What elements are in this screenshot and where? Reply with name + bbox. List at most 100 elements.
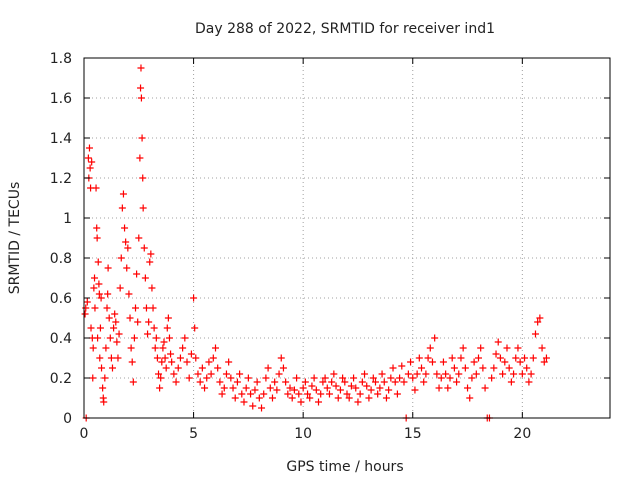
- data-point: [104, 290, 112, 298]
- data-point: [142, 304, 150, 312]
- data-point: [448, 354, 456, 362]
- data-point: [98, 364, 106, 372]
- y-tick-label: 1.8: [50, 51, 72, 67]
- data-point: [380, 378, 388, 386]
- data-point: [409, 374, 417, 382]
- data-point: [345, 394, 353, 402]
- data-point: [468, 374, 476, 382]
- data-point: [439, 358, 447, 366]
- data-point: [290, 386, 298, 394]
- data-point: [279, 364, 287, 372]
- y-axis-ticks: 0 0.2 0.4 0.6 0.8 1 1.2 1.4 1.6 1.8: [50, 51, 610, 427]
- data-point: [236, 370, 244, 378]
- data-point: [205, 358, 213, 366]
- data-point: [479, 364, 487, 372]
- data-point: [132, 304, 140, 312]
- data-point: [194, 370, 202, 378]
- data-point: [271, 378, 279, 386]
- data-point: [260, 390, 268, 398]
- data-point: [247, 390, 255, 398]
- data-point: [220, 384, 228, 392]
- data-point: [415, 354, 423, 362]
- data-point: [398, 362, 406, 370]
- data-point: [472, 370, 480, 378]
- data-point: [387, 374, 395, 382]
- data-point: [446, 374, 454, 382]
- data-point: [116, 284, 124, 292]
- data-point: [461, 364, 469, 372]
- data-point: [117, 254, 125, 262]
- y-tick-label: 1.4: [50, 131, 72, 147]
- data-point: [86, 164, 94, 172]
- data-point: [496, 354, 504, 362]
- data-point: [148, 284, 156, 292]
- y-tick-label: 0.8: [50, 251, 72, 267]
- data-point: [249, 402, 257, 410]
- data-point: [286, 384, 294, 392]
- data-point: [488, 374, 496, 382]
- data-point: [168, 358, 176, 366]
- data-point: [470, 358, 478, 366]
- data-point: [273, 386, 281, 394]
- data-point: [422, 370, 430, 378]
- data-point: [97, 294, 105, 302]
- data-point: [426, 344, 434, 352]
- data-point: [152, 334, 160, 342]
- data-point: [315, 398, 323, 406]
- data-point: [125, 290, 133, 298]
- data-point: [135, 234, 143, 242]
- data-point: [356, 390, 364, 398]
- data-point: [244, 374, 252, 382]
- data-point: [126, 314, 134, 322]
- data-point: [407, 358, 415, 366]
- data-point: [99, 384, 107, 392]
- data-point: [101, 374, 109, 382]
- data-point: [464, 384, 472, 392]
- data-point: [95, 280, 103, 288]
- x-tick-label: 5: [189, 426, 198, 442]
- data-point: [137, 94, 145, 102]
- data-point: [84, 154, 92, 162]
- data-point: [118, 204, 126, 212]
- data-point: [203, 374, 211, 382]
- data-point: [490, 364, 498, 372]
- data-point: [89, 344, 97, 352]
- data-point: [212, 344, 219, 352]
- data-point: [146, 258, 154, 266]
- data-point: [191, 324, 199, 332]
- data-point: [137, 84, 145, 92]
- data-point: [525, 378, 533, 386]
- data-point: [115, 330, 123, 338]
- data-point: [161, 354, 169, 362]
- data-point: [137, 64, 145, 72]
- data-point: [378, 370, 386, 378]
- data-point: [207, 370, 215, 378]
- data-point: [218, 390, 226, 398]
- plot-frame: [83, 57, 611, 419]
- data-point: [89, 374, 97, 382]
- data-point: [542, 354, 550, 362]
- y-tick-label: 1.2: [50, 171, 72, 187]
- data-point: [104, 264, 112, 272]
- data-point: [466, 394, 474, 402]
- data-point: [328, 378, 336, 386]
- data-point: [376, 384, 384, 392]
- data-point: [503, 344, 511, 352]
- data-point: [512, 354, 520, 362]
- data-point: [96, 354, 104, 362]
- data-point: [371, 378, 379, 386]
- data-series: [81, 64, 550, 422]
- data-point: [505, 364, 513, 372]
- data-point: [124, 244, 132, 252]
- data-point: [192, 354, 200, 362]
- data-point: [201, 384, 209, 392]
- data-point: [225, 358, 233, 366]
- data-point: [129, 378, 137, 386]
- data-point: [138, 134, 146, 142]
- data-point: [457, 354, 465, 362]
- data-point: [83, 298, 91, 306]
- data-point: [100, 398, 108, 406]
- data-point: [301, 378, 309, 386]
- data-point: [176, 354, 184, 362]
